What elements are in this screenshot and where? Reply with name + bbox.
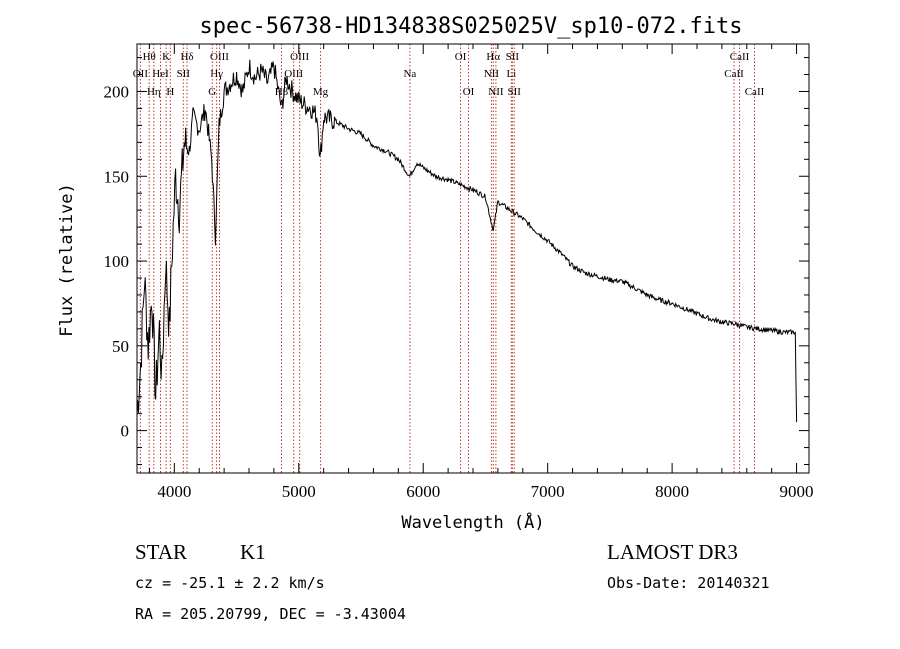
y-tick-label: 200 [104,82,130,101]
line-marker-label: Mg [313,86,329,98]
line-marker-label: NII [488,86,504,98]
spectrum-line [136,59,798,423]
line-marker-label: OIII [210,51,229,63]
x-tick-label: 4000 [157,482,191,501]
object-class: STAR [135,540,187,564]
y-tick-label: 0 [121,422,130,441]
line-marker-layer: Hθ OII Hη K HeI H Hδ SII OIII Hγ G OIII OIII Hβ Mg Na OI… [133,44,765,473]
line-marker-label: OI [463,86,475,98]
x-tick-label: 7000 [531,482,565,501]
line-marker-label: Hη [147,86,161,98]
line-marker-label: HeI [152,68,169,80]
object-subclass: K1 [240,540,266,564]
redshift-text: cz = -25.1 ± 2.2 km/s [135,574,325,592]
line-marker-label: SII [177,68,191,80]
x-tick-label: 8000 [655,482,689,501]
line-marker-label: Hβ [275,86,289,98]
line-marker-label: OI [455,51,467,63]
line-marker-label: Li [506,68,516,80]
spectrum-layer [136,59,798,423]
line-marker-label: K [162,51,170,63]
x-tick-label: 9000 [780,482,814,501]
line-marker-label: OIII [290,51,309,63]
line-marker-label: OII [133,68,149,80]
axis-ticks: 4000 5000 6000 7000 8000 9000 0 50 100 150 200 [104,44,814,501]
chart-title: spec-56738-HD134838S025025V_sp10-072.fit… [199,14,742,39]
line-marker-label: G [208,86,216,98]
line-marker-label: SII [507,86,521,98]
x-tick-label: 5000 [282,482,316,501]
obs-date: Obs-Date: 20140321 [607,574,770,592]
line-marker-label: CaII [724,68,744,80]
x-tick-label: 6000 [406,482,440,501]
line-marker-label: Hα [486,51,500,63]
y-tick-label: 50 [112,337,129,356]
line-marker-label: Hδ [180,51,193,63]
line-marker-label: SII [506,51,520,63]
y-tick-label: 100 [104,252,130,271]
line-marker-label: CaII [730,51,750,63]
y-tick-label: 150 [104,167,130,186]
line-marker-label: CaII [745,86,765,98]
survey-name: LAMOST DR3 [607,540,738,564]
line-marker-label: Hγ [210,68,223,80]
line-marker-label: OIII [284,68,303,80]
line-marker-label: Na [403,68,416,80]
y-axis-label: Flux (relative) [57,183,77,337]
line-marker-label: Hθ [143,51,156,63]
coordinates-text: RA = 205.20799, DEC = -3.43004 [135,605,406,623]
line-marker-label: NII [484,68,500,80]
plot-frame [136,43,810,474]
x-axis-label: Wavelength (Å) [401,511,544,533]
line-marker-label: H [166,86,174,98]
